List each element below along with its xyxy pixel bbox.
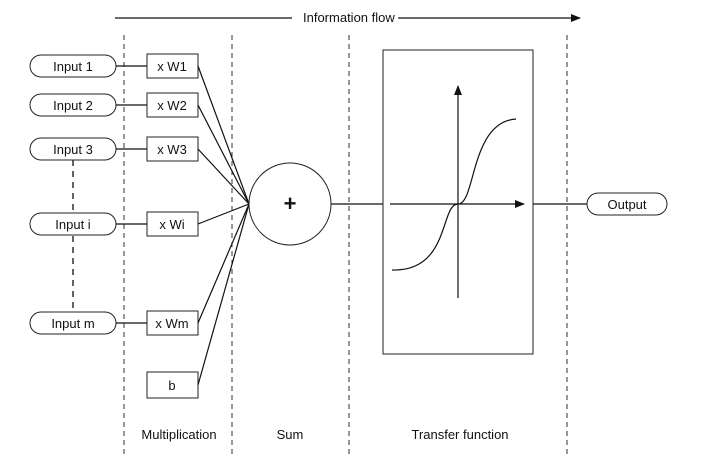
flow-label: Information flow [303,10,395,25]
input-node-1: Input 1 [29,54,117,78]
input-node-2: Input 2 [29,93,117,117]
sum-node: + [248,162,332,246]
converging-line [197,203,250,324]
output-pill [586,192,668,216]
sigmoid-curve [391,118,517,271]
input-label: Input 3 [53,142,93,157]
weight-label: x Wm [155,316,188,331]
converging-line [197,65,250,205]
weight-box-i: x Wi [146,211,199,237]
input-label: Input 2 [53,98,93,113]
input-label: Input i [55,217,91,232]
weight-label: x W2 [157,98,187,113]
stage-label-transfer: Transfer function [411,427,508,442]
sum-symbol: + [284,191,297,216]
weight-label: x W3 [157,142,187,157]
input-node-m: Input m [29,311,117,335]
bias-box: b [146,371,199,399]
stage-label-multiplication: Multiplication [141,427,216,442]
input-label: Input 1 [53,59,93,74]
weight-box-frame [146,310,199,336]
weight-label: x W1 [157,59,187,74]
converging-line [197,203,250,225]
transfer-function-box [382,49,534,355]
stage-label-sum: Sum [277,427,304,442]
output-node: Output [586,192,668,216]
converging-line [197,104,250,205]
bias-label: b [168,378,175,393]
weight-box-3: x W3 [146,136,199,162]
weight-to-sum-lines [197,65,250,386]
input-label: Input m [51,316,94,331]
input-node-3: Input 3 [29,137,117,161]
converging-line [197,203,250,386]
weight-box-m: x Wm [146,310,199,336]
information-flow-arrow: Information flow [115,10,581,25]
output-label: Output [607,197,646,212]
weight-box-1: x W1 [146,53,199,79]
weight-box-2: x W2 [146,92,199,118]
weight-box-frame [146,92,199,118]
converging-line [197,148,250,205]
weight-box-frame [146,53,199,79]
input-node-i: Input i [29,212,117,236]
weight-label: x Wi [159,217,184,232]
